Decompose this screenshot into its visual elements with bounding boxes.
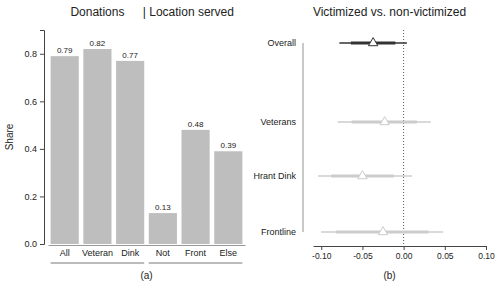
title: Victimized vs. non-victimized [313, 5, 466, 19]
tick: Not [156, 245, 171, 258]
bar [149, 213, 177, 244]
axis-line [40, 31, 45, 245]
subtitle: | Location served [143, 5, 234, 19]
tick-label: 0.10 [478, 251, 495, 261]
tick-label: -0.10 [312, 251, 332, 261]
tick-label: 0.6 [24, 97, 37, 107]
tick-mark [40, 54, 44, 55]
tick-label: Not [156, 248, 171, 258]
category-label: Veterans [260, 117, 296, 127]
bar [83, 49, 111, 244]
tick: 0.10 [478, 246, 495, 261]
tick: 0.6 [24, 97, 44, 107]
y-axis: 0.0 0.2 0.4 0.6 0.8 [24, 31, 44, 250]
tick: All [60, 245, 70, 258]
tick-mark [321, 246, 322, 250]
point [368, 38, 377, 46]
bars [51, 49, 243, 244]
tick-label: 0.00 [396, 251, 413, 261]
bar [51, 56, 79, 244]
tick-label: 0.2 [24, 192, 37, 202]
data-label: 0.48 [188, 120, 204, 129]
tick-label: 0.8 [24, 49, 37, 59]
category-label: Overall [267, 38, 296, 48]
tick-label: 0.05 [437, 251, 454, 261]
figure: 0.79 0.82 0.77 0.13 0.48 0.39 0.0 0.2 0.4 0.6 0.8 A… [0, 0, 500, 283]
tick: 0.2 [24, 192, 44, 202]
bracket [303, 43, 304, 232]
tick: 0.0 [24, 239, 44, 249]
data-label: 0.79 [57, 46, 73, 55]
group-line [51, 263, 145, 264]
tick-label: 0.4 [24, 144, 37, 154]
tick-label: Front [185, 248, 207, 258]
x-axis: All Veteran Dink Not Front Else [49, 245, 246, 258]
tick-mark [40, 244, 44, 245]
y-axis-title: Share [4, 123, 15, 150]
bar [214, 151, 242, 244]
data-label: 0.13 [155, 203, 171, 212]
tick: Dink [121, 245, 140, 258]
tick: -0.10 [312, 246, 332, 261]
bar [116, 61, 144, 244]
x-axis: -0.10 -0.05 0.00 0.05 0.10 [312, 246, 495, 261]
tick-label: Else [220, 248, 238, 258]
tick: -0.05 [353, 246, 373, 261]
category-label: Frontline [261, 227, 296, 237]
axis-line [314, 246, 487, 247]
tick: Veteran [82, 245, 113, 258]
tick: 0.8 [24, 49, 44, 59]
tick: 0.4 [24, 144, 44, 154]
tick-mark [40, 101, 44, 102]
tick-label: All [60, 248, 70, 258]
tick-mark [40, 196, 44, 197]
tick-mark [445, 246, 446, 250]
tick-label: 0.0 [24, 239, 37, 249]
marks [318, 30, 443, 246]
title: Donations [70, 5, 124, 19]
caption: (b) [383, 270, 395, 281]
tick-mark [404, 246, 405, 250]
tick-label: -0.05 [353, 251, 373, 261]
point [378, 227, 387, 235]
tick-mark [362, 246, 363, 250]
group-line [149, 263, 243, 264]
data-label: 0.39 [221, 141, 237, 150]
category-label: Hrant Dink [253, 171, 296, 181]
caption: (a) [140, 270, 152, 281]
tick: Front [185, 245, 207, 258]
point [380, 117, 389, 125]
tick-label: Dink [121, 248, 140, 258]
data-label: 0.77 [122, 51, 138, 60]
bar-chart: 0.79 0.82 0.77 0.13 0.48 0.39 0.0 0.2 0.4 0.6 0.8 A… [4, 5, 246, 281]
reference-line [403, 30, 404, 246]
tick: 0.05 [437, 246, 454, 261]
tick-label: Veteran [82, 248, 113, 258]
dot-chart: -0.10 -0.05 0.00 0.05 0.10 Overall Veterans Hra… [253, 5, 495, 281]
tick: Else [220, 245, 238, 258]
tick-mark [486, 246, 487, 250]
tick-mark [40, 149, 44, 150]
tick: 0.00 [396, 246, 413, 261]
point [358, 171, 367, 179]
bar [182, 130, 210, 244]
axis-line [49, 245, 246, 246]
data-label: 0.82 [90, 39, 106, 48]
